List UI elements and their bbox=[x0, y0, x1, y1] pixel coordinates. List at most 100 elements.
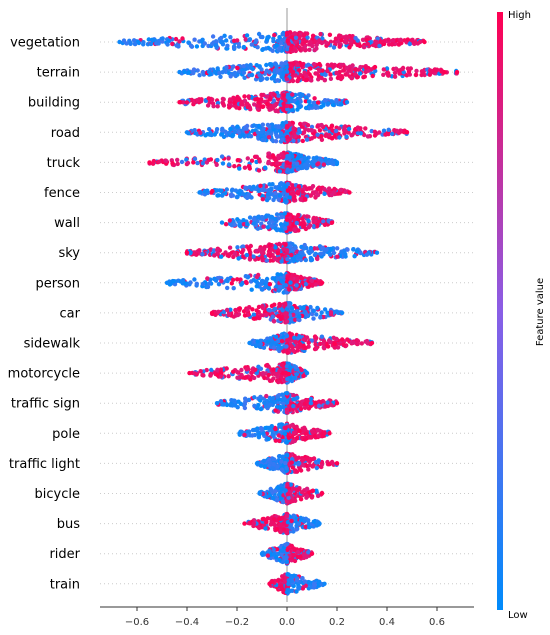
data-point bbox=[272, 400, 277, 405]
data-point bbox=[273, 408, 278, 413]
data-point bbox=[290, 439, 295, 444]
data-point bbox=[337, 33, 342, 38]
data-point bbox=[220, 126, 225, 131]
data-point bbox=[328, 252, 333, 257]
data-point bbox=[318, 251, 324, 256]
data-point bbox=[315, 100, 321, 105]
data-point bbox=[242, 401, 247, 407]
data-point bbox=[232, 164, 237, 169]
data-point bbox=[221, 69, 227, 74]
data-point bbox=[237, 188, 243, 193]
data-point bbox=[321, 103, 326, 108]
data-point bbox=[255, 280, 260, 286]
data-point bbox=[293, 133, 298, 139]
data-point bbox=[273, 334, 279, 339]
data-point bbox=[264, 131, 269, 136]
data-point bbox=[226, 156, 231, 161]
data-point bbox=[164, 280, 170, 285]
data-point bbox=[296, 68, 302, 73]
data-point bbox=[386, 127, 391, 132]
data-point bbox=[297, 314, 302, 319]
data-point bbox=[220, 96, 226, 102]
data-point bbox=[338, 64, 343, 70]
data-point bbox=[329, 124, 334, 129]
data-point bbox=[251, 221, 256, 226]
data-point bbox=[328, 76, 334, 82]
data-point bbox=[308, 223, 313, 228]
data-point bbox=[300, 46, 305, 51]
data-point bbox=[289, 68, 294, 74]
data-point bbox=[307, 47, 312, 52]
data-point bbox=[228, 74, 233, 79]
data-point bbox=[285, 134, 290, 140]
data-point bbox=[392, 74, 398, 79]
data-point bbox=[228, 403, 233, 408]
data-point bbox=[301, 32, 307, 38]
data-point bbox=[337, 135, 342, 140]
data-point bbox=[236, 41, 241, 46]
data-point bbox=[422, 39, 427, 45]
data-point bbox=[439, 69, 444, 74]
data-point bbox=[315, 427, 320, 433]
data-point bbox=[358, 126, 363, 131]
data-point bbox=[284, 77, 290, 82]
data-point bbox=[267, 308, 273, 313]
data-point bbox=[285, 38, 290, 44]
data-point bbox=[221, 101, 226, 107]
data-point bbox=[318, 315, 323, 320]
data-point bbox=[372, 64, 378, 70]
data-point bbox=[233, 307, 238, 313]
data-point bbox=[225, 285, 230, 291]
data-point bbox=[299, 276, 305, 281]
data-point bbox=[319, 280, 325, 285]
data-point bbox=[206, 96, 211, 101]
data-point bbox=[302, 437, 308, 442]
data-point bbox=[266, 161, 271, 166]
data-point bbox=[319, 310, 324, 315]
data-point bbox=[207, 127, 212, 132]
data-point bbox=[277, 35, 282, 40]
data-point bbox=[219, 40, 224, 45]
data-point bbox=[266, 135, 272, 140]
data-point bbox=[329, 402, 334, 408]
data-point bbox=[291, 348, 296, 354]
data-point bbox=[326, 338, 332, 343]
data-point bbox=[258, 406, 264, 412]
data-point bbox=[294, 372, 299, 377]
data-point bbox=[276, 197, 281, 202]
data-point bbox=[272, 306, 277, 312]
data-point bbox=[309, 278, 315, 284]
data-point bbox=[236, 256, 241, 261]
data-point bbox=[298, 406, 304, 411]
data-point bbox=[282, 197, 288, 203]
data-point bbox=[401, 70, 406, 75]
data-point bbox=[309, 257, 315, 263]
data-point bbox=[243, 125, 248, 130]
data-point bbox=[391, 38, 396, 43]
data-point bbox=[405, 37, 410, 42]
data-point bbox=[297, 104, 302, 110]
data-point bbox=[328, 72, 333, 77]
data-point bbox=[250, 433, 255, 438]
data-point bbox=[303, 95, 309, 100]
data-point bbox=[291, 138, 296, 144]
data-point bbox=[289, 46, 294, 51]
data-point bbox=[359, 341, 364, 346]
data-point bbox=[294, 435, 300, 441]
data-point bbox=[341, 342, 347, 348]
data-point bbox=[315, 305, 320, 311]
data-point bbox=[286, 435, 292, 440]
data-point bbox=[243, 279, 249, 285]
data-point bbox=[306, 218, 311, 224]
data-point bbox=[244, 33, 250, 38]
data-point bbox=[291, 393, 296, 398]
data-point bbox=[405, 66, 411, 71]
data-point bbox=[334, 336, 339, 342]
data-point bbox=[231, 369, 236, 374]
data-point bbox=[293, 35, 299, 40]
data-point bbox=[358, 64, 363, 70]
data-point bbox=[148, 41, 154, 47]
data-point bbox=[392, 70, 398, 76]
data-point bbox=[281, 101, 286, 107]
data-point bbox=[247, 166, 252, 171]
